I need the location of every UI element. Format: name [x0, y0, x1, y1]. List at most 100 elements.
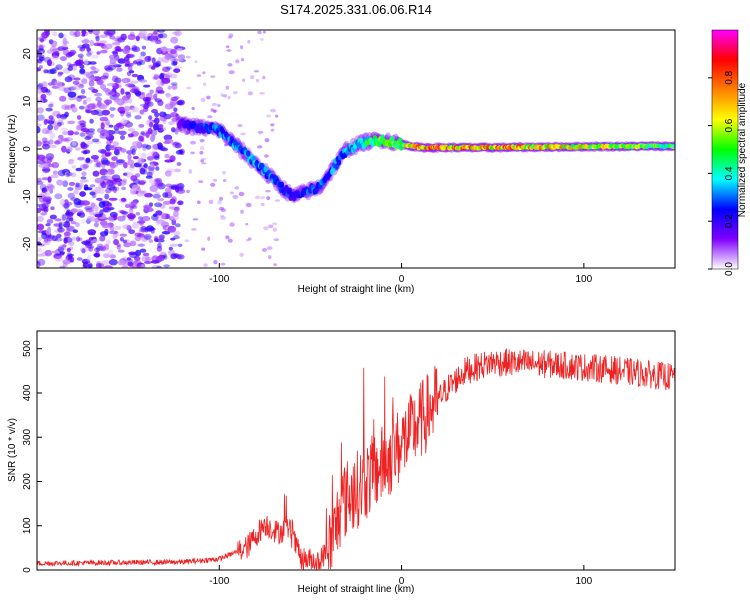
spectrogram-noise-blob — [60, 127, 68, 131]
snr-plot-area — [37, 348, 675, 570]
spectrogram-noise-blob — [41, 187, 48, 194]
spectrogram-noise-blob — [109, 57, 117, 65]
spectrogram-noise-blob — [69, 158, 75, 163]
spectrogram-noise-blob — [50, 40, 58, 47]
spectrogram-noise-blob — [107, 249, 114, 256]
spectrogram-noise-blob — [56, 113, 62, 119]
spectrogram-noise-blob — [176, 47, 183, 52]
spectrogram-noise-blob — [37, 126, 41, 134]
spectrogram-noise-blob — [145, 207, 154, 212]
spectrogram-noise-blob — [37, 82, 44, 88]
spectrogram-noise-blob — [75, 167, 83, 172]
spectrogram-noise-blob — [203, 263, 208, 268]
spectrogram-noise-blob — [64, 137, 73, 142]
spectrogram-noise-blob — [65, 211, 74, 216]
spectrogram-noise-blob — [100, 49, 108, 54]
spectrogram-noise-blob — [155, 219, 160, 226]
spectrogram-noise-blob — [100, 122, 105, 130]
spectrogram-noise-blob — [135, 35, 140, 42]
spectrogram-noise-blob — [257, 145, 263, 149]
spectrogram-noise-blob — [43, 196, 52, 202]
spectrogram-noise-blob — [66, 225, 75, 232]
spectrogram-noise-blob — [56, 139, 63, 145]
spectrogram-noise-blob — [232, 194, 239, 199]
spectrogram-noise-blob — [81, 171, 87, 176]
spectrogram-noise-blob — [229, 191, 235, 195]
spectrogram-noise-blob — [95, 35, 100, 42]
spectrogram-noise-blob — [176, 162, 182, 166]
spectrogram-noise-blob — [54, 193, 63, 200]
spectrogram-noise-blob — [120, 118, 128, 125]
spectrogram-noise-blob — [47, 69, 55, 74]
spectrogram-noise-blob — [103, 265, 113, 268]
spectrogram-noise-blob — [97, 149, 107, 154]
spectrogram-noise-blob — [174, 30, 182, 37]
spectrogram-noise-blob — [72, 229, 79, 233]
spectrogram-noise-blob — [73, 131, 80, 135]
spectrogram-noise-blob — [59, 199, 66, 206]
spectrogram-noise-blob — [122, 100, 129, 104]
spectrogram-noise-blob — [210, 75, 216, 78]
spectrogram-noise-blob — [91, 138, 100, 143]
spectrogram-noise-blob — [262, 75, 266, 80]
spectrogram-noise-blob — [107, 64, 117, 71]
spectrogram-ridge-point — [260, 162, 265, 169]
spectrogram-noise-blob — [153, 123, 160, 131]
spectrogram-noise-blob — [89, 70, 98, 74]
spectrogram-noise-blob — [151, 143, 159, 151]
spectrogram-noise-blob — [80, 88, 86, 95]
spectrogram-noise-blob — [88, 246, 93, 252]
spectrogram-noise-blob — [161, 77, 171, 84]
spectrogram-noise-blob — [164, 103, 174, 110]
spectrogram-noise-blob — [60, 56, 67, 62]
spectrogram-noise-blob — [84, 206, 92, 211]
spectrogram-noise-blob — [139, 167, 146, 175]
spectrogram-noise-blob — [81, 200, 90, 206]
spectrogram-noise-blob — [74, 30, 81, 38]
snr-x-label: Height of straight line (km) — [298, 584, 415, 595]
spectrogram-noise-blob — [186, 189, 190, 194]
spectrogram-noise-blob — [254, 195, 261, 199]
spectrogram-noise-blob — [82, 163, 89, 169]
spectrogram-noise-blob — [93, 157, 99, 163]
spectrogram-noise-blob — [62, 221, 71, 228]
spectrogram-noise-blob — [123, 161, 128, 169]
spectrogram-noise-blob — [57, 84, 66, 91]
spectrogram-noise-blob — [124, 63, 131, 68]
spectrogram-noise-blob — [48, 184, 55, 191]
spectrogram-noise-blob — [76, 115, 82, 120]
spectrogram-noise-blob — [133, 260, 142, 267]
spectrogram-y-tick-label: -20 — [22, 237, 33, 252]
spectrogram-noise-blob — [42, 137, 48, 144]
spectrogram-noise-blob — [122, 239, 128, 244]
spectrogram-noise-blob — [51, 161, 60, 169]
spectrogram-x-tick-label: 0 — [399, 274, 405, 285]
spectrogram-noise-blob — [200, 139, 205, 143]
spectrogram-noise-blob — [75, 147, 81, 151]
spectrogram-noise-blob — [145, 256, 152, 262]
spectrogram-noise-blob — [49, 132, 56, 140]
spectrogram-noise-blob — [100, 44, 105, 49]
spectrogram-noise-blob — [143, 103, 149, 110]
spectrogram-noise-blob — [152, 143, 162, 150]
spectrogram-noise-blob — [136, 263, 142, 268]
spectrogram-noise-blob — [138, 79, 148, 83]
spectrogram-noise-blob — [95, 262, 102, 268]
spectrogram-noise-blob — [119, 237, 124, 242]
spectrogram-noise-blob — [242, 78, 246, 83]
spectrogram-noise-blob — [89, 191, 96, 196]
spectrogram-noise-blob — [125, 203, 130, 209]
spectrogram-noise-blob — [143, 84, 151, 88]
spectrogram-noise-blob — [152, 193, 161, 199]
spectrogram-noise-blob — [106, 139, 112, 147]
spectrogram-noise-blob — [57, 122, 62, 127]
spectrogram-noise-blob — [93, 111, 98, 115]
spectrogram-noise-blob — [41, 203, 49, 209]
spectrogram-noise-blob — [47, 176, 52, 183]
spectrogram-noise-blob — [268, 255, 272, 260]
spectrogram-noise-blob — [101, 109, 111, 116]
spectrogram-noise-blob — [79, 191, 86, 197]
spectrogram-noise-blob — [148, 239, 154, 243]
spectrogram-noise-blob — [109, 107, 116, 111]
